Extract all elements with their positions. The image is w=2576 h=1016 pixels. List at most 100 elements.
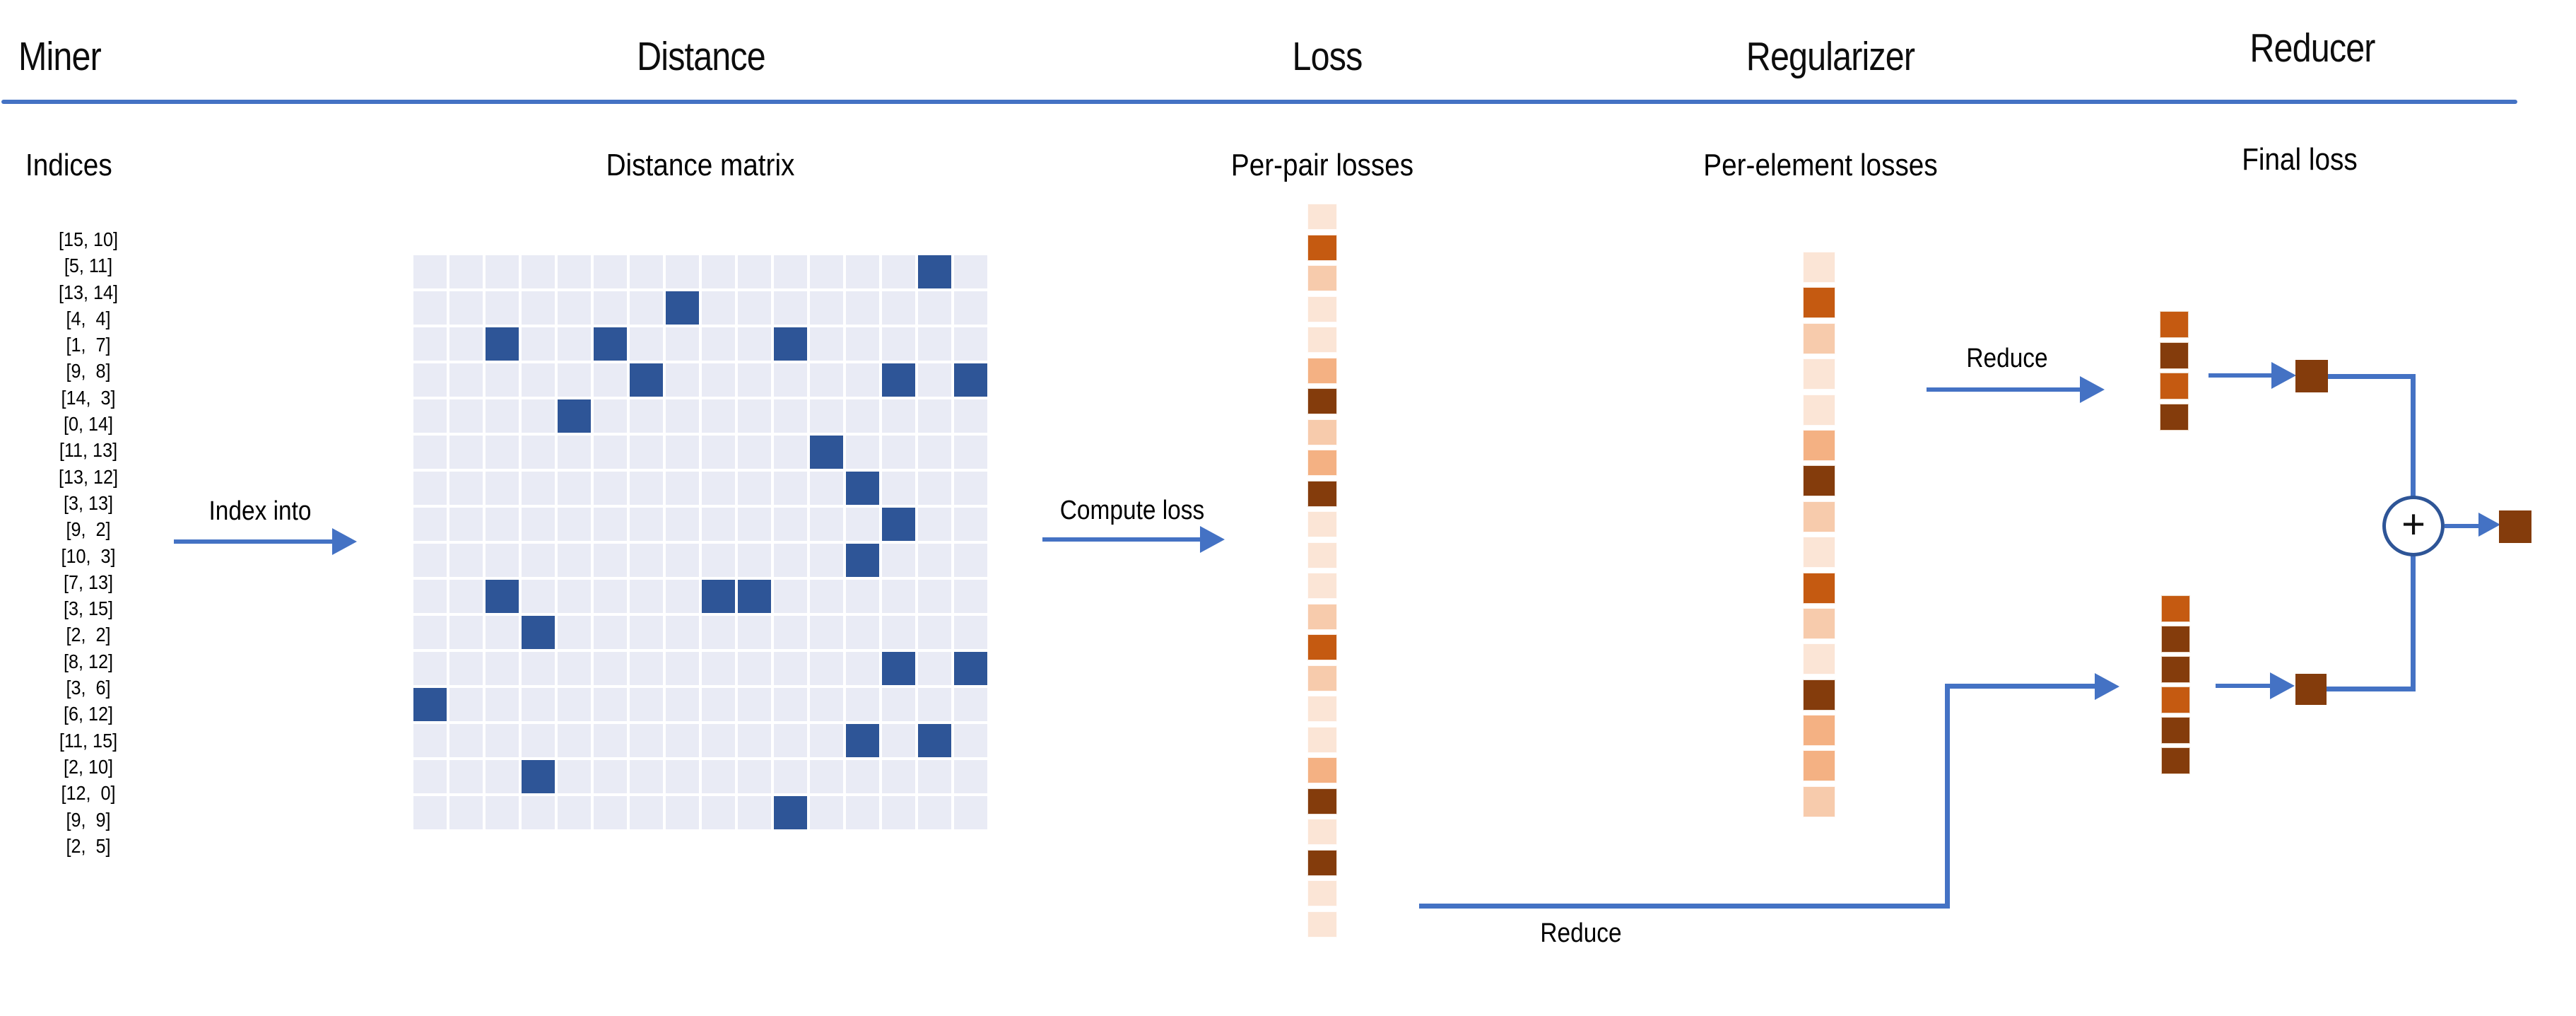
matrix-cell	[630, 616, 663, 649]
reduce-bottom-label: Reduce	[1540, 918, 1622, 948]
loss-cell-strong	[1307, 234, 1337, 261]
matrix-cell	[630, 255, 663, 288]
matrix-cell	[774, 399, 807, 433]
per-element-losses-column	[1803, 252, 1835, 817]
index-pair: [4, 4]	[66, 307, 111, 329]
matrix-cell	[954, 724, 987, 757]
matrix-cell	[846, 291, 879, 325]
matrix-cell	[918, 760, 951, 793]
section-title-reducer: Reducer	[2249, 25, 2375, 71]
regularizer-connector-vertical	[2411, 374, 2416, 498]
matrix-cell	[954, 760, 987, 793]
matrix-cell	[630, 580, 663, 613]
matrix-cell	[702, 291, 735, 325]
matrix-cell	[810, 544, 843, 577]
matrix-cell-mined	[738, 580, 771, 613]
matrix-cell	[630, 544, 663, 577]
matrix-cell	[666, 544, 699, 577]
matrix-cell	[738, 616, 771, 649]
matrix-cell	[738, 399, 771, 433]
matrix-cell	[774, 472, 807, 505]
index-pair: [1, 7]	[66, 334, 111, 356]
matrix-cell	[486, 724, 519, 757]
matrix-cell	[882, 399, 915, 433]
matrix-cell	[774, 688, 807, 721]
matrix-cell	[449, 616, 483, 649]
matrix-cell	[738, 255, 771, 288]
loss-cell-vlight	[1307, 819, 1337, 845]
matrix-cell	[413, 436, 447, 469]
matrix-cell	[882, 688, 915, 721]
loss-cell-vlight	[1307, 696, 1337, 722]
matrix-cell	[449, 291, 483, 325]
loss-cell-vlight	[1307, 204, 1337, 230]
loss-cell-dark	[1803, 679, 1835, 711]
matrix-cell	[449, 796, 483, 829]
matrix-cell	[918, 652, 951, 685]
matrix-cell	[449, 327, 483, 361]
matrix-cell	[666, 363, 699, 397]
mined-index-pairs-list: [15, 10] [5, 11] [13, 14] [4, 4] [1, 7] [9, 8…	[35, 226, 143, 859]
matrix-cell-mined	[954, 363, 987, 397]
regularizer-connector-horizontal	[2328, 374, 2413, 379]
matrix-cell	[594, 399, 627, 433]
matrix-cell	[846, 363, 879, 397]
loss-cell-vlight	[1803, 643, 1835, 675]
pair-connector-horizontal	[2327, 687, 2413, 691]
matrix-cell	[486, 796, 519, 829]
matrix-cell	[594, 291, 627, 325]
matrix-cell	[846, 436, 879, 469]
loss-cell-light	[1307, 419, 1337, 445]
label-distance-matrix: Distance matrix	[606, 148, 795, 182]
matrix-cell	[810, 616, 843, 649]
matrix-cell	[558, 688, 591, 721]
matrix-cell	[558, 652, 591, 685]
index-pair: [8, 12]	[63, 650, 114, 672]
matrix-cell	[774, 436, 807, 469]
matrix-cell	[522, 688, 555, 721]
loss-cell-medium	[1307, 757, 1337, 783]
matrix-cell	[486, 255, 519, 288]
matrix-cell	[846, 760, 879, 793]
reduce-bottom-line-horizontal	[1419, 904, 1950, 909]
matrix-cell	[702, 760, 735, 793]
compute-loss-arrowhead-icon	[1200, 526, 1225, 553]
index-into-arrowhead-icon	[332, 528, 357, 555]
matrix-cell	[449, 580, 483, 613]
index-pair: [12, 0]	[61, 782, 116, 805]
matrix-cell	[558, 796, 591, 829]
matrix-cell	[594, 760, 627, 793]
matrix-cell	[882, 724, 915, 757]
matrix-cell	[810, 760, 843, 793]
matrix-cell	[449, 255, 483, 288]
matrix-cell	[630, 291, 663, 325]
index-pair: [3, 6]	[66, 677, 111, 699]
matrix-cell	[486, 652, 519, 685]
matrix-cell	[594, 688, 627, 721]
index-pair: [5, 11]	[64, 255, 113, 277]
reduce-bottom-arrowhead-icon	[2095, 673, 2119, 700]
reduce-bottom-line-into-column	[1948, 684, 2096, 689]
reduce-bottom-line-vertical	[1945, 684, 1950, 909]
matrix-cell-mined	[594, 327, 627, 361]
matrix-cell	[522, 724, 555, 757]
index-pair: [11, 15]	[59, 729, 118, 752]
matrix-cell	[810, 724, 843, 757]
loss-cell-strong	[1307, 634, 1337, 660]
index-pair: [13, 12]	[58, 465, 119, 488]
reduce-top-arrowhead-icon	[2080, 376, 2105, 403]
loss-cell-dark	[2161, 747, 2190, 774]
loss-cell-strong	[2161, 595, 2190, 622]
matrix-cell	[918, 436, 951, 469]
matrix-cell	[594, 436, 627, 469]
loss-cell-strong	[1803, 287, 1835, 319]
matrix-cell	[666, 436, 699, 469]
matrix-cell	[846, 652, 879, 685]
loss-cell-strong	[2160, 311, 2189, 338]
matrix-cell	[594, 616, 627, 649]
matrix-cell	[846, 580, 879, 613]
matrix-cell	[774, 291, 807, 325]
matrix-cell	[449, 544, 483, 577]
matrix-cell	[666, 652, 699, 685]
matrix-cell	[738, 436, 771, 469]
